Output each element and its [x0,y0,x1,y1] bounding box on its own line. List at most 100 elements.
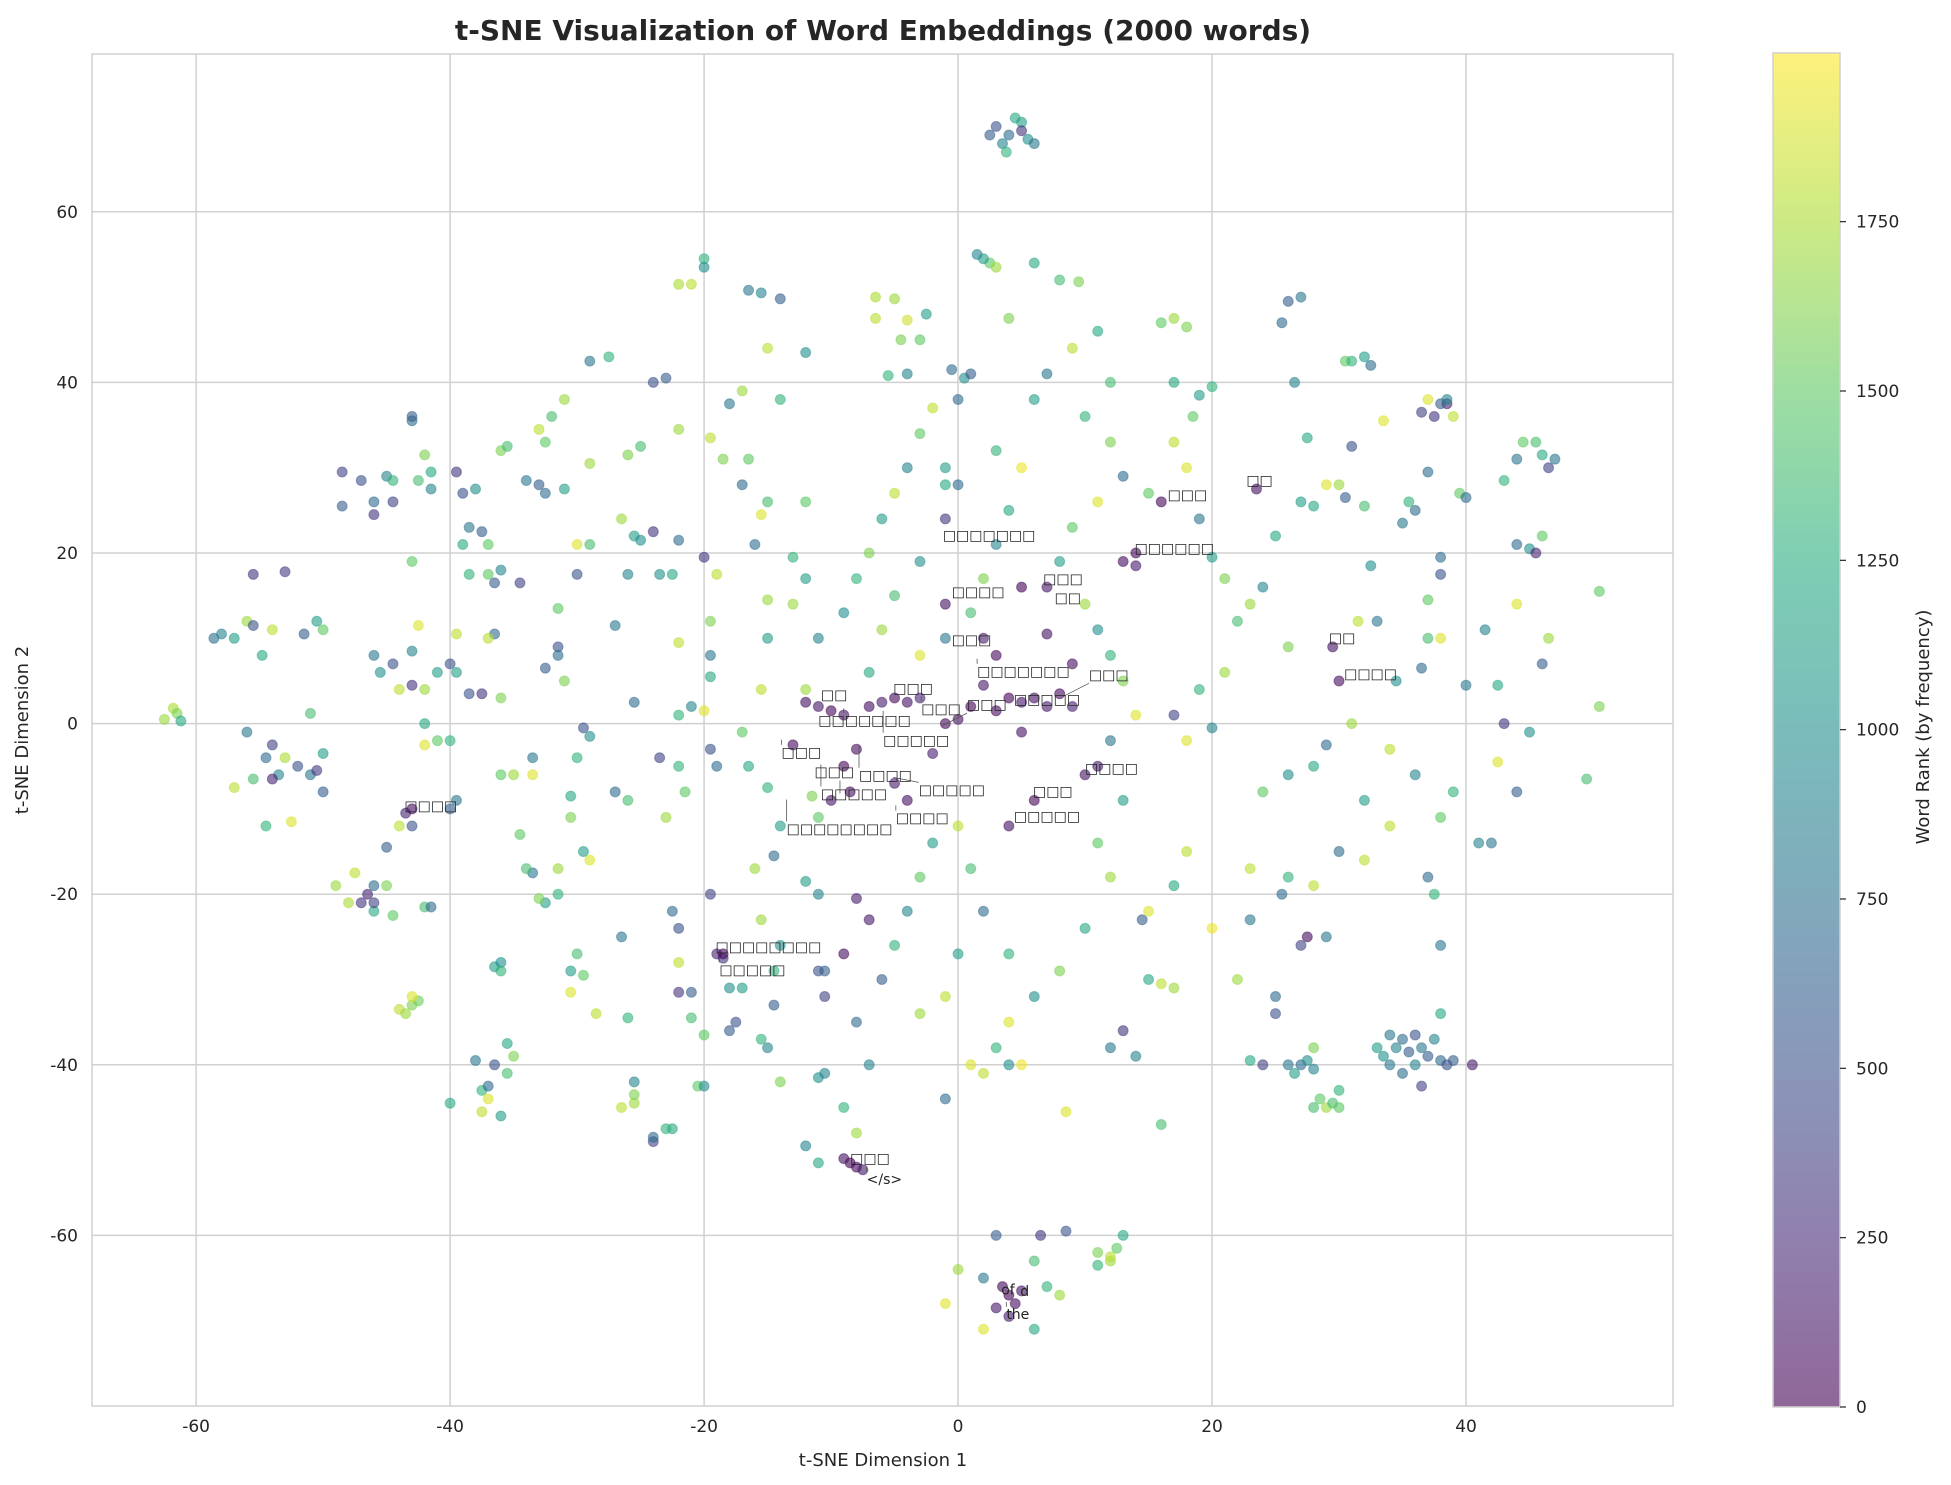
scatter-point [1473,837,1485,849]
scatter-point [1244,1055,1256,1067]
scatter-point [1117,556,1129,568]
scatter-point [679,786,691,798]
scatter-point [425,483,437,495]
scatter-point [1276,888,1288,900]
scatter-point [762,1042,774,1054]
scatter-point [1143,974,1155,986]
scatter-point [889,293,901,305]
scatter-point [1371,615,1383,627]
scatter-point [977,1272,989,1284]
scatter-point [647,1131,659,1143]
scatter-point [552,863,564,875]
scatter-point [1377,415,1389,427]
scatter-point [1301,1055,1313,1067]
scatter-point [571,752,583,764]
scatter-point [654,752,666,764]
scatter-point [901,905,913,917]
scatter-point [1155,1119,1167,1131]
scatter-point [889,777,901,789]
scatter-point [1009,112,1021,124]
annotation-leaders [718,658,1090,1307]
word-annotation: □□□ [952,632,992,648]
scatter-point [1295,291,1307,303]
scatter-point [546,411,558,423]
scatter-point [1301,931,1313,943]
scatter-point [1289,376,1301,388]
scatter-point [279,566,291,578]
scatter-point [755,1033,767,1045]
scatter-point [247,568,259,580]
scatter-point [997,1281,1009,1293]
scatter-point [711,760,723,772]
scatter-point [1066,521,1078,533]
scatter-point [514,577,526,589]
word-annotation: </s> [867,1172,902,1188]
scatter-point [1365,359,1377,371]
scatter-point [1282,641,1294,653]
scatter-point [520,863,532,875]
scatter-point [755,287,767,299]
scatter-point [406,820,418,832]
scatter-point [723,1025,735,1037]
scatter-point [1346,440,1358,452]
scatter-point [939,598,951,610]
scatter-point [850,1127,862,1139]
scatter-point [990,1229,1002,1241]
scatter-point [698,551,710,563]
scatter-point [1041,581,1053,593]
colorbar [1772,52,1841,1408]
scatter-point [577,722,589,734]
scatter-point [768,999,780,1011]
scatter-point [685,701,697,713]
scatter-point [552,649,564,661]
scatter-point [838,1153,850,1165]
scatter-point [495,965,507,977]
scatter-point [1104,871,1116,883]
scatter-point [800,573,812,585]
scatter-point [368,496,380,508]
scatter-point [1079,411,1091,423]
scatter-point [527,752,539,764]
scatter-point [1282,769,1294,781]
scatter-point [1543,462,1555,474]
scatter-point [901,368,913,380]
y-tick-label: -20 [50,885,78,905]
scatter-point [1155,496,1167,508]
scatter-point [1028,138,1040,150]
y-tick-label: 40 [56,373,78,393]
scatter-point [577,969,589,981]
scatter-point [838,948,850,960]
scatter-point [1193,389,1205,401]
scatter-point [889,590,901,602]
word-annotation: □□□ [850,1151,890,1167]
scatter-point [1517,436,1529,448]
scatter-point [1333,675,1345,687]
scatter-point [628,1089,640,1101]
scatter-point [1333,1084,1345,1096]
scatter-point [1060,1106,1072,1118]
word-annotation: □□□□□ [821,787,887,803]
scatter-point [1117,675,1129,687]
scatter-point [743,453,755,465]
scatter-point [1244,863,1256,875]
scatter-point [1092,760,1104,772]
scatter-point [717,948,729,960]
scatter-point [419,739,431,751]
scatter-point [965,1059,977,1071]
scatter-point [704,432,716,444]
scatter-point [311,765,323,777]
scatter-point [825,794,837,806]
colorbar-tick-label: 250 [1856,1229,1888,1249]
scatter-point [1117,470,1129,482]
scatter-point [704,615,716,627]
scatter-point [1511,786,1523,798]
scatter-point [800,347,812,359]
scatter-point [673,709,685,721]
scatter-point [730,1016,742,1028]
scatter-point [1219,573,1231,585]
scatter-point [260,752,272,764]
scatter-point [939,479,951,491]
scatter-point [501,440,513,452]
scatter-point [1028,692,1040,704]
scatter-point [571,538,583,550]
